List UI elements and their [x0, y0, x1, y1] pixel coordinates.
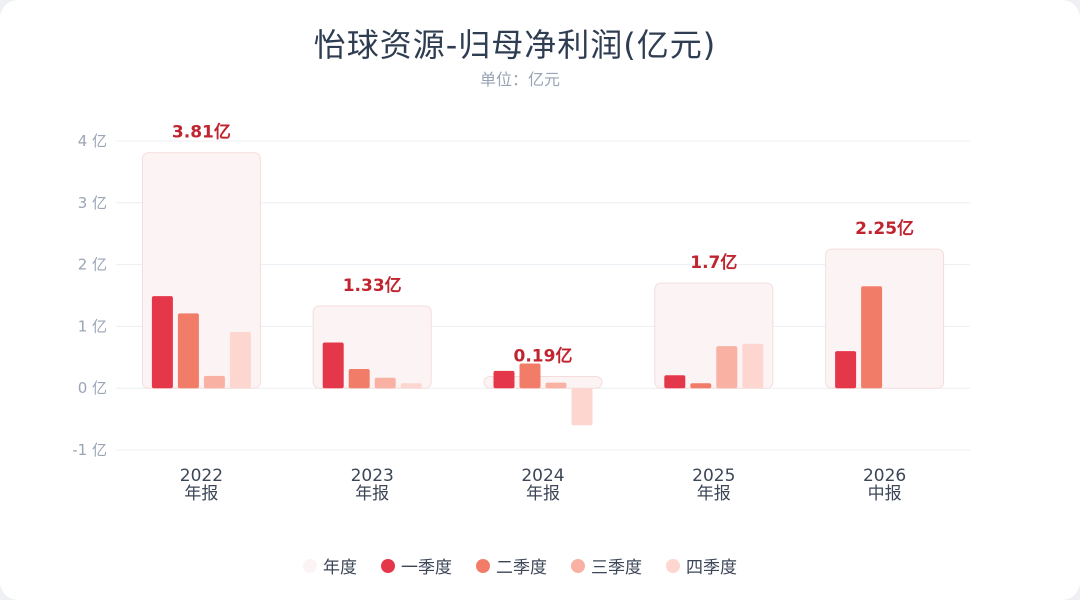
- x-category-period: 年报: [697, 484, 731, 504]
- legend-item-q3[interactable]: 三季度: [571, 553, 642, 578]
- x-category-period: 中报: [868, 484, 902, 504]
- chart-legend: 年度 一季度 二季度 三季度 四季度: [0, 553, 1040, 578]
- legend-label-q4: 四季度: [686, 558, 737, 578]
- quarter-bar-4: [742, 343, 764, 389]
- y-tick-label: 1 亿: [78, 317, 107, 335]
- quarter-bar-2: [690, 383, 712, 389]
- legend-label-annual: 年度: [323, 558, 357, 578]
- legend-swatch-q4: [666, 558, 680, 573]
- y-tick-label: 4 亿: [78, 132, 107, 150]
- quarter-bar-3: [545, 382, 567, 389]
- legend-swatch-annual: [303, 558, 317, 573]
- x-category-period: 年报: [184, 484, 218, 504]
- x-category-period: 年报: [526, 484, 560, 504]
- quarter-bar-3: [203, 375, 225, 389]
- legend-swatch-q3: [571, 558, 585, 573]
- quarter-bar-4: [229, 331, 251, 389]
- annual-value-label: 3.81亿: [172, 122, 231, 143]
- legend-item-q4[interactable]: 四季度: [666, 553, 737, 578]
- x-category-year: 2023: [351, 466, 394, 486]
- y-tick-label: 2 亿: [78, 256, 107, 274]
- quarter-bar-2: [348, 369, 370, 389]
- quarter-bar-1: [664, 375, 686, 389]
- y-tick-label: 0 亿: [78, 379, 107, 397]
- legend-item-q2[interactable]: 二季度: [476, 553, 547, 578]
- legend-item-annual[interactable]: 年度: [303, 553, 357, 578]
- quarter-bar-2: [861, 286, 883, 389]
- chart-subtitle: 单位：亿元: [479, 70, 560, 89]
- x-category-year: 2025: [692, 466, 735, 486]
- annual-value-label: 2.25亿: [855, 218, 914, 239]
- x-category-period: 年报: [355, 484, 389, 504]
- quarter-bar-1: [322, 342, 344, 389]
- annual-value-label: 0.19亿: [514, 345, 573, 366]
- quarter-bar-4: [571, 388, 593, 426]
- quarter-bar-4: [400, 383, 422, 389]
- legend-item-q1[interactable]: 一季度: [381, 553, 452, 578]
- legend-label-q2: 二季度: [496, 558, 547, 578]
- quarter-bar-3: [374, 377, 396, 389]
- legend-swatch-q2: [476, 558, 490, 573]
- x-category-year: 2024: [521, 466, 564, 486]
- x-category-year: 2026: [863, 466, 906, 486]
- quarter-bar-2: [519, 363, 541, 389]
- legend-label-q3: 三季度: [591, 558, 642, 578]
- bar-chart: 4 亿3 亿2 亿1 亿0 亿-1 亿3.81亿2022年报1.33亿2023年…: [72, 122, 970, 504]
- legend-swatch-q1: [381, 558, 395, 573]
- quarter-bar-1: [151, 296, 173, 389]
- y-tick-label: -1 亿: [72, 441, 107, 459]
- annual-value-label: 1.33亿: [343, 275, 402, 296]
- quarter-bar-1: [493, 370, 515, 389]
- quarter-bar-3: [716, 346, 738, 389]
- y-tick-label: 3 亿: [78, 194, 107, 212]
- quarter-bar-1: [835, 351, 857, 389]
- quarter-bar-2: [177, 313, 199, 389]
- x-category-year: 2022: [180, 466, 223, 486]
- legend-label-q1: 一季度: [401, 558, 452, 578]
- annual-value-label: 1.7亿: [690, 252, 737, 273]
- chart-title: 怡球资源-归母净利润(亿元): [313, 26, 717, 64]
